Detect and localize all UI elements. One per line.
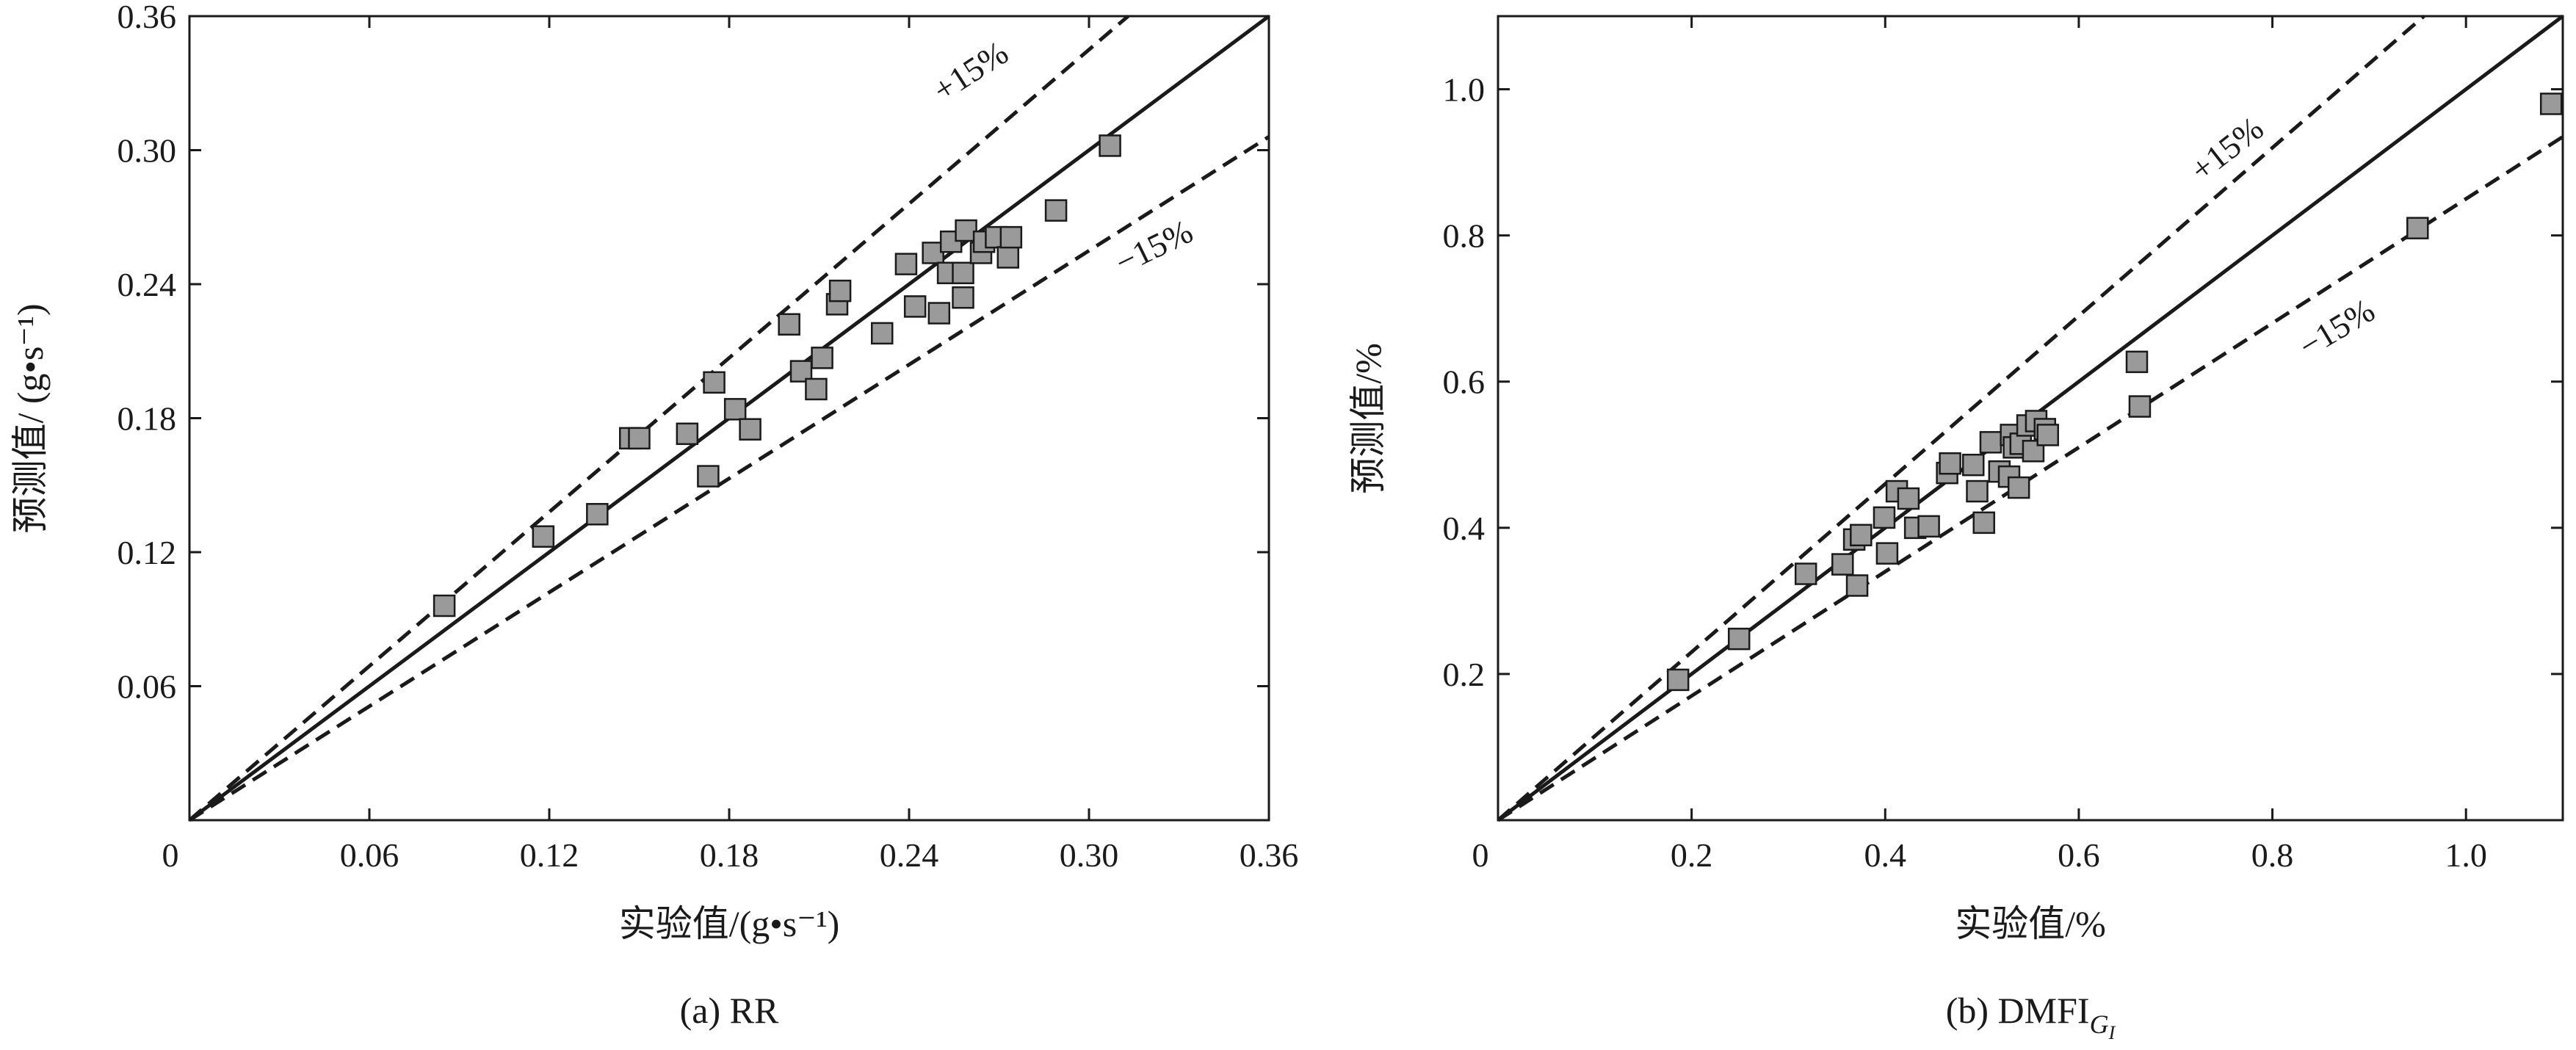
caption-subsubscript: I [2108,1022,2116,1043]
x-tick-label: 0.24 [880,836,939,874]
y-axis-title: 预测值/% [1347,343,1389,494]
plot-frame [1497,15,2564,822]
x-tick-label: 0.06 [340,836,399,874]
scatter-point [952,261,974,285]
y-tick-label: 0.12 [117,534,177,571]
x-axis-title: 实验值/% [1955,903,2106,944]
scatter-point [1666,668,1690,692]
scatter-point [828,279,852,303]
x-axis-title: 实验值/(g•s⁻¹) [619,903,840,944]
scatter-point [1961,453,1985,477]
scatter-point [676,422,699,446]
y-tick-label: 0.18 [117,400,177,438]
data-points [433,134,1121,618]
chart-panel-rr: 0.06 0.12 0.18 0.24 0.30 0.36 0.06 0.12 0.18 0.24… [10,0,1298,1031]
y-tick-label: 1.0 [1443,71,1486,109]
y-tick-label: 0.24 [117,266,177,303]
lower-band-label: −15% [1109,212,1198,281]
panel-caption: (b) DMFIGI [1946,990,2116,1043]
y-tick-label: 0.2 [1443,656,1486,693]
y-tick-label: 0.30 [117,132,177,170]
y-tick-label: 0.4 [1443,510,1486,547]
scatter-point [532,525,555,548]
upper-band-label: +15% [2183,109,2270,189]
y-tick-label: 0.06 [117,668,177,706]
x-tick-label: 0.36 [1240,836,1299,874]
scatter-point [871,322,894,345]
y-tick-label: 0.36 [117,0,177,35]
scatter-point [2539,93,2563,115]
scatter-point [811,347,833,369]
x-tick-label: 1.0 [2445,836,2487,874]
scatter-point [1972,511,1995,535]
y-axis-title: 预测值/ (g•s⁻¹) [10,303,51,533]
scatter-point [996,246,1019,269]
reference-line-dashed [188,15,1129,822]
scatter-point [1831,553,1854,576]
scatter-point [723,398,747,421]
reference-line-dashed [1497,15,2425,822]
scatter-point [778,313,800,336]
scatter-point [1875,542,1899,565]
axis-ticks [1498,16,2563,820]
scatter-point [2007,476,2030,499]
x-tick-label: 0.2 [1671,836,1713,874]
scatter-point [1794,562,1817,585]
tick-labels: 0.2 0.4 0.6 0.8 1.0 0.2 0.4 0.6 0.8 1.0 [1443,71,2487,874]
scatter-point [703,371,726,394]
x-tick-label: 0.30 [1060,836,1119,874]
scatter-point [1939,452,1961,475]
panel-caption: (a) RR [680,990,779,1031]
scatter-point [2128,395,2152,418]
scatter-point [2125,350,2149,374]
scatter-point [1917,515,1940,538]
scatter-point [1850,524,1873,547]
scatter-point [952,286,974,309]
y-tick-label: 0.8 [1443,217,1486,255]
scatter-point [1099,134,1121,157]
scatter-point [697,465,720,488]
scatter-point [903,295,927,318]
scatter-point [894,253,918,275]
scatter-point [1845,574,1869,597]
scatter-point [739,418,761,441]
scatter-point [805,377,828,401]
origin-tick-label: 0 [162,836,179,874]
upper-band-label: +15% [926,34,1014,109]
scatter-point [2406,217,2429,239]
x-tick-label: 0.8 [2251,836,2294,874]
x-tick-label: 0.12 [520,836,579,874]
scatter-point [586,503,609,526]
chart-panel-dmfi: 0.2 0.4 0.6 0.8 1.00.20.40.60.81.0 0 +15% −1… [1347,15,2564,1043]
y-tick-label: 0.6 [1443,363,1486,401]
scatter-point [2036,424,2059,446]
scatter-point [999,225,1023,249]
data-points [1666,93,2563,692]
scatter-point [1873,506,1896,529]
scatter-point [1979,431,2002,454]
x-tick-label: 0.18 [700,836,759,874]
reference-line-dashed [188,135,1270,822]
scatter-point [927,302,951,325]
x-tick-label: 0.6 [2058,836,2100,874]
caption-main: (b) DMFI [1946,990,2090,1031]
scatter-point [2022,440,2045,463]
caption-subscript: G [2090,1010,2109,1039]
tick-labels: 0.06 0.12 0.18 0.24 0.30 0.36 0.06 0.12 0.18 0.24… [117,0,1299,874]
scatter-point [1727,627,1751,651]
reference-line-dashed [1497,135,2564,822]
scatter-point [628,427,651,450]
scatter-point [1966,479,1989,503]
scatter-point [1897,487,1920,510]
origin-tick-label: 0 [1472,836,1489,874]
x-tick-label: 0.4 [1864,836,1907,874]
scatter-point [1044,199,1068,222]
scatter-point [433,594,456,618]
axis-ticks [189,15,1270,820]
